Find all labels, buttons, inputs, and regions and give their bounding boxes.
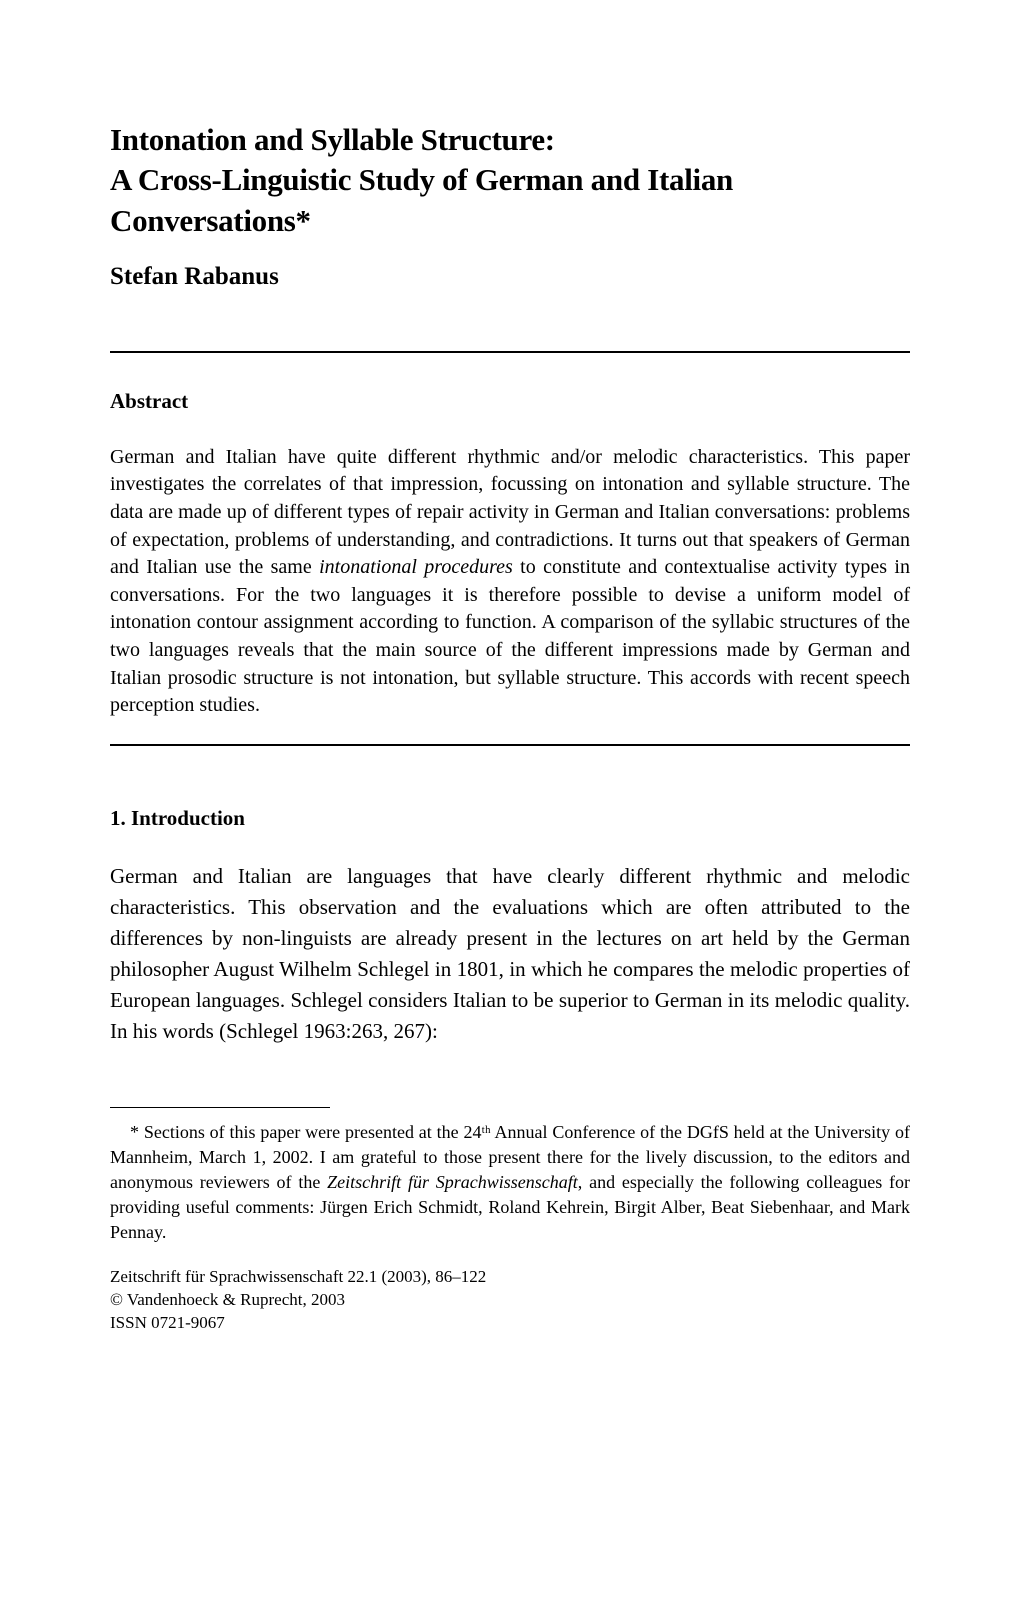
title-line-2: A Cross-Linguistic Study of German and I… [110, 160, 910, 241]
author-name: Stefan Rabanus [110, 263, 910, 291]
divider-bottom [110, 744, 910, 746]
abstract-section: Abstract German and Italian have quite d… [110, 389, 910, 720]
abstract-part2: to constitute and contextualise activity… [110, 556, 910, 716]
introduction-section: 1. Introduction German and Italian are l… [110, 806, 910, 1047]
footnote-marker: * [130, 1122, 139, 1142]
citation-block: Zeitschrift für Sprachwissenschaft 22.1 … [110, 1266, 910, 1335]
introduction-heading: 1. Introduction [110, 806, 910, 831]
citation-line3: ISSN 0721-9067 [110, 1312, 910, 1335]
citation-line2: © Vandenhoeck & Ruprecht, 2003 [110, 1289, 910, 1312]
abstract-text: German and Italian have quite different … [110, 444, 910, 720]
abstract-italic: intonational procedures [319, 556, 513, 578]
citation-line1: Zeitschrift für Sprachwissenschaft 22.1 … [110, 1266, 910, 1289]
introduction-text: German and Italian are languages that ha… [110, 861, 910, 1047]
title-block: Intonation and Syllable Structure: A Cro… [110, 120, 910, 291]
footnote-rule [110, 1107, 330, 1108]
footnote-italic1: Zeitschrift für Sprachwissenschaft [327, 1172, 578, 1192]
footnote-text: * Sections of this paper were presented … [110, 1120, 910, 1244]
divider-top [110, 351, 910, 353]
title-line-1: Intonation and Syllable Structure: [110, 120, 910, 160]
abstract-heading: Abstract [110, 389, 910, 414]
